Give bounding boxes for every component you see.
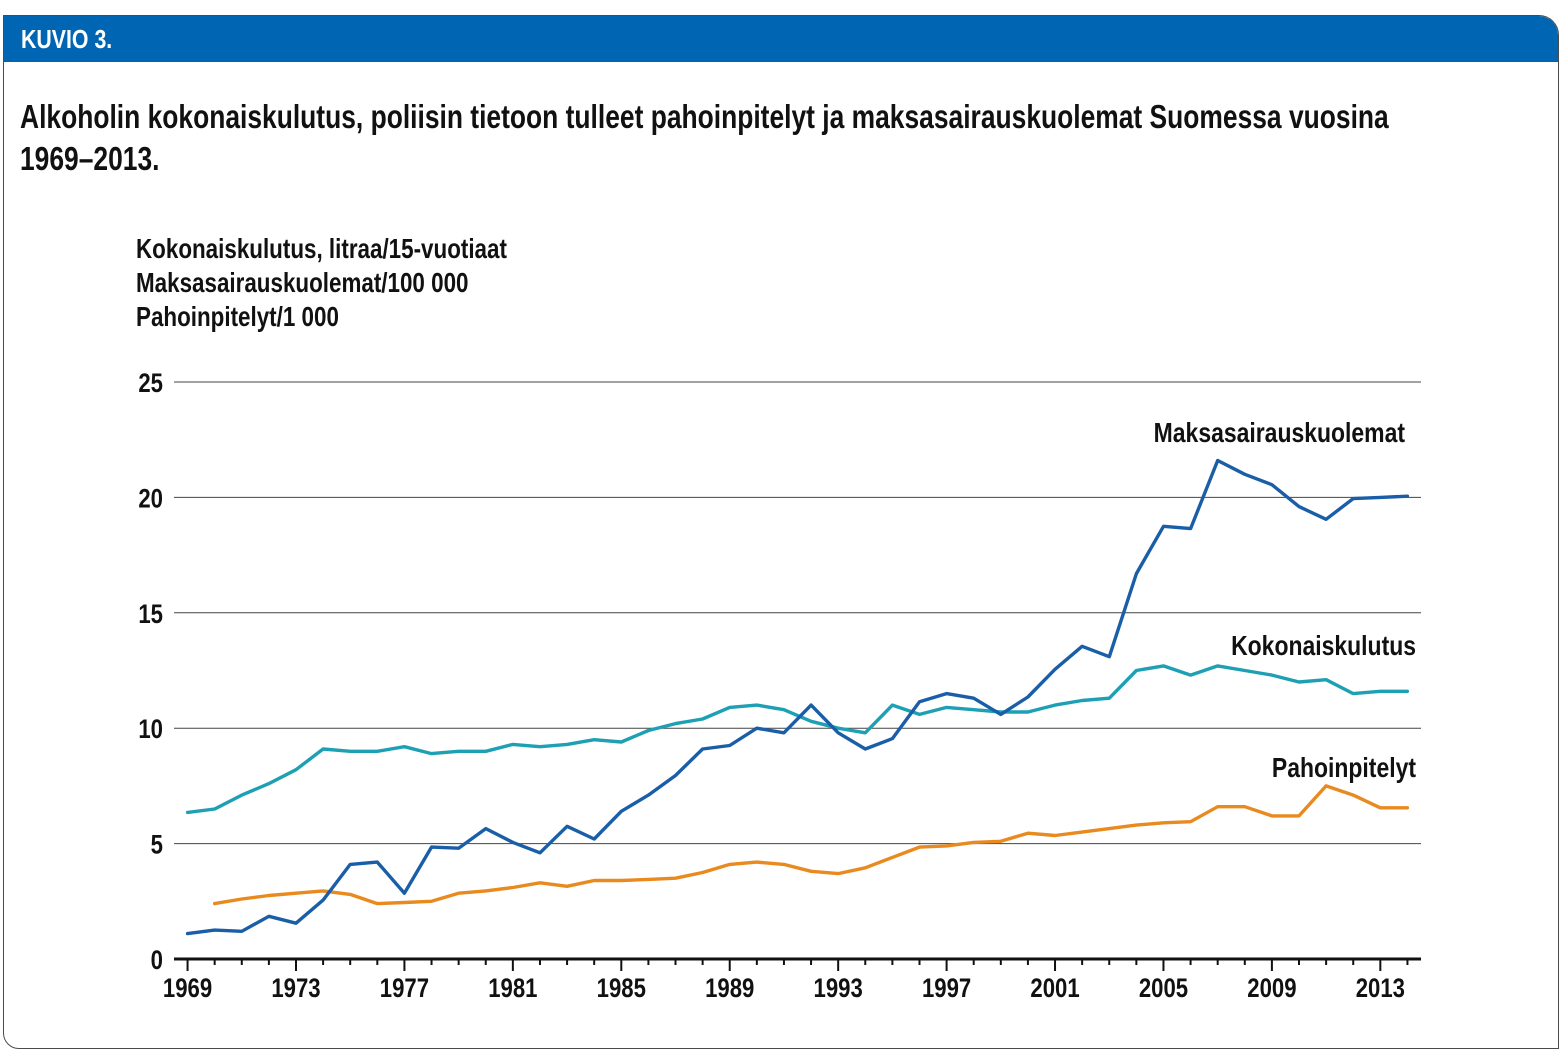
series-label-pahoinpitelyt: Pahoinpitelyt: [1272, 753, 1417, 784]
x-tick-label-2013: 2013: [1356, 974, 1405, 1004]
series-labels: Maksasairauskuolemat Kokonaiskulutus Pah…: [1154, 418, 1417, 784]
x-tick-label-1973: 1973: [271, 974, 320, 1004]
x-tick-label-2009: 2009: [1247, 974, 1296, 1004]
y-tick-label-5: 5: [151, 831, 164, 861]
x-tick-label-2001: 2001: [1030, 974, 1079, 1004]
figure-frame: KUVIO 3.: [3, 15, 1559, 1049]
x-tick-label-2005: 2005: [1139, 974, 1188, 1004]
x-tick-label-1997: 1997: [922, 974, 971, 1004]
figure-number-label: KUVIO 3.: [21, 24, 113, 54]
y-tick-label-25: 25: [138, 369, 163, 399]
y-tick-label-10: 10: [138, 715, 163, 745]
y-tick-labels: 0 5 10 15 20 25: [138, 369, 163, 976]
unit-labels: Kokonaiskulutus, litraa/15-vuotiaat Maks…: [136, 232, 507, 334]
series-label-maksasairauskuolemat: Maksasairauskuolemat: [1154, 418, 1406, 449]
series-line-kokonaiskulutus: [185, 664, 1410, 815]
series-line-pahoinpitelyt: [212, 784, 1410, 906]
unit-label-consumption: Kokonaiskulutus, litraa/15-vuotiaat: [136, 233, 507, 264]
x-tick-label-1989: 1989: [705, 974, 754, 1004]
x-tick-label-1969: 1969: [163, 974, 212, 1004]
series-lines: [185, 458, 1410, 936]
x-tick-label-1993: 1993: [814, 974, 863, 1004]
x-tick-labels: 1969 1973 1977 1981 1985 1989 1993 1997 2001 2005…: [163, 974, 1405, 1004]
chart-title: Alkoholin kokonaiskulutus, poliisin tiet…: [20, 98, 1389, 177]
figure-header-bar: KUVIO 3.: [4, 16, 1558, 62]
series-label-kokonaiskulutus: Kokonaiskulutus: [1231, 631, 1416, 662]
x-tick-label-1985: 1985: [597, 974, 646, 1004]
series-line-maksasairauskuolemat: [185, 458, 1410, 936]
y-tick-label-0: 0: [151, 946, 163, 976]
unit-label-assaults: Pahoinpitelyt/1 000: [136, 301, 339, 332]
unit-label-liver-deaths: Maksasairauskuolemat/100 000: [136, 267, 469, 298]
x-tick-label-1977: 1977: [380, 974, 429, 1004]
y-tick-label-20: 20: [138, 484, 163, 514]
x-tick-label-1981: 1981: [488, 974, 537, 1004]
grid-lines: [174, 381, 1421, 971]
y-tick-label-15: 15: [138, 600, 163, 630]
